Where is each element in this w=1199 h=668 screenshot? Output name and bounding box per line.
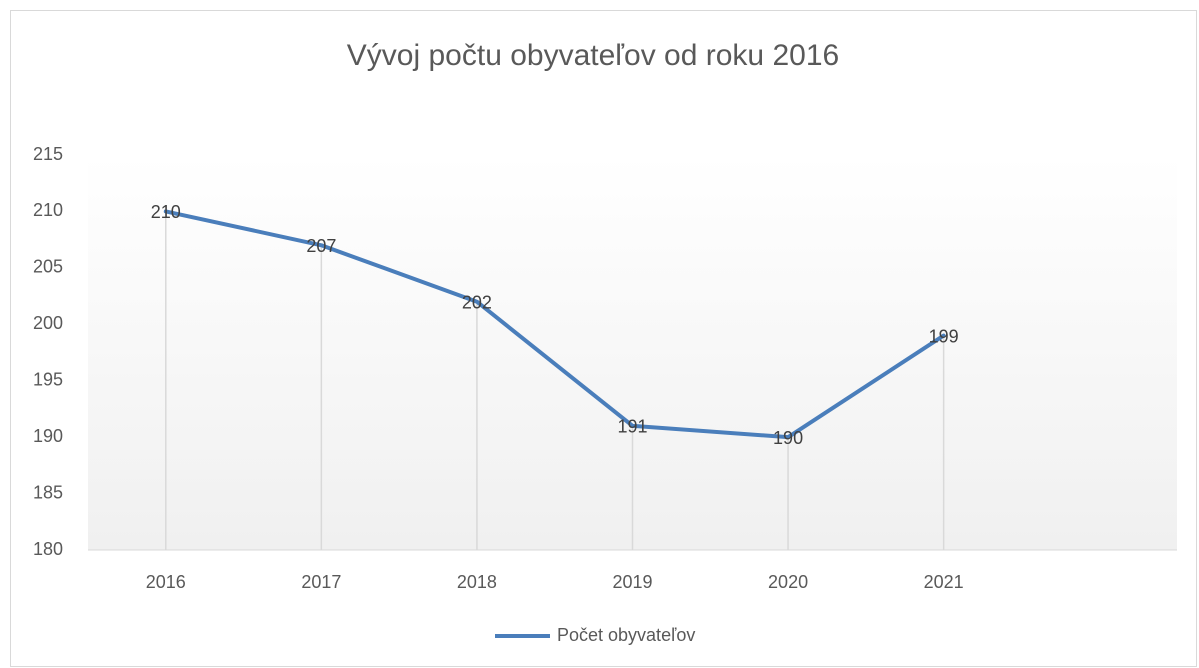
data-label: 210: [151, 202, 181, 222]
data-label: 202: [462, 292, 492, 312]
line-series: [163, 209, 946, 440]
data-label: 199: [929, 326, 959, 346]
x-tick-label: 2017: [301, 572, 341, 592]
y-tick-label: 200: [33, 313, 63, 333]
y-tick-label: 205: [33, 257, 63, 277]
y-tick-label: 210: [33, 200, 63, 220]
x-tick-label: 2016: [146, 572, 186, 592]
y-tick-label: 215: [33, 144, 63, 164]
legend-label: Počet obyvateľov: [557, 625, 695, 645]
x-tick-label: 2019: [612, 572, 652, 592]
y-tick-label: 190: [33, 426, 63, 446]
y-tick-label: 180: [33, 539, 63, 559]
y-tick-label: 185: [33, 482, 63, 502]
data-label: 190: [773, 428, 803, 448]
data-label: 191: [617, 417, 647, 437]
x-tick-label: 2018: [457, 572, 497, 592]
y-tick-label: 195: [33, 369, 63, 389]
chart-title: Vývoj počtu obyvateľov od roku 2016: [347, 39, 839, 72]
data-label: 207: [306, 236, 336, 256]
x-tick-label: 2021: [924, 572, 964, 592]
x-tick-label: 2020: [768, 572, 808, 592]
